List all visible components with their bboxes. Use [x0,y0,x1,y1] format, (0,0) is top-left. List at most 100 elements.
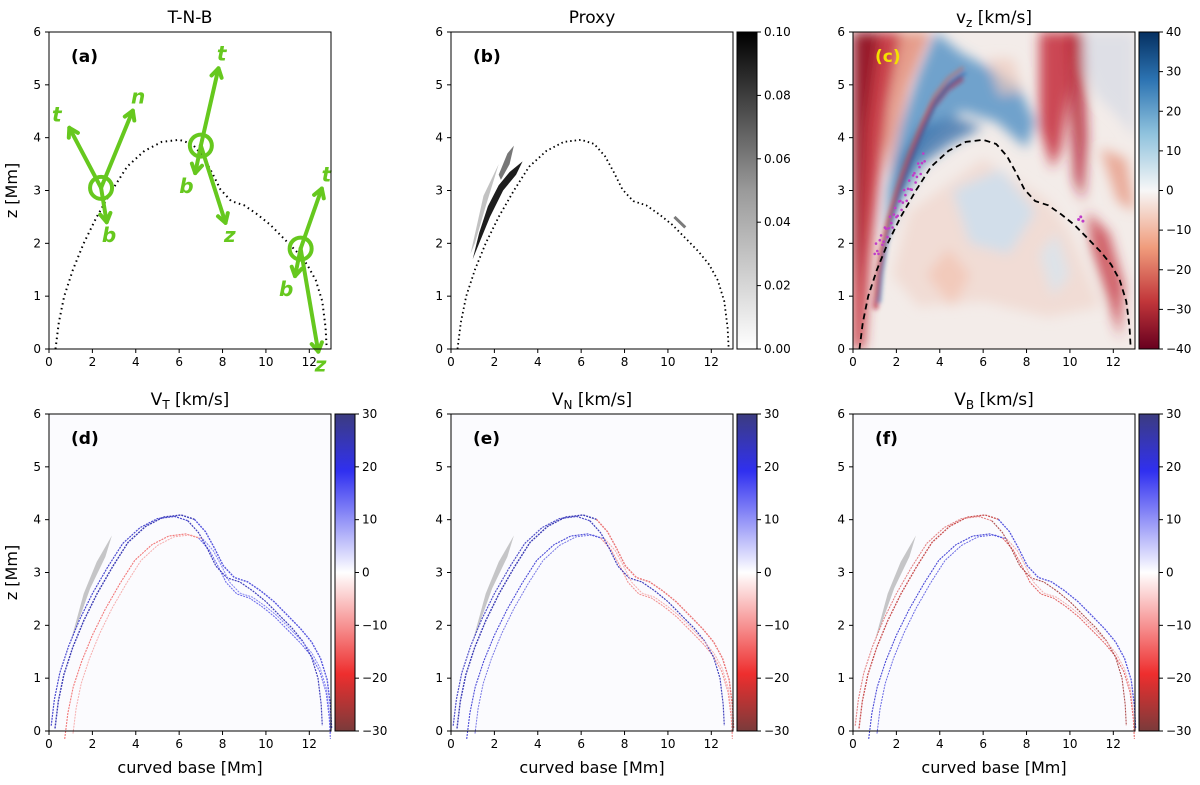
colorbar-tick-label: 0.06 [764,152,791,166]
colorbar-tick-label: −30 [764,724,789,738]
vz-streak [875,66,964,298]
proxy-marker [914,181,917,184]
proxy-shadow [874,535,916,642]
y-tick-label: 6 [837,25,845,39]
y-tick-label: 1 [435,289,443,303]
proxy-marker [916,162,920,165]
y-tick-label: 3 [837,566,845,580]
frame-vector [198,143,228,225]
plot-area [49,32,331,349]
x-tick-label: 2 [491,355,499,369]
panel-label: (c) [875,47,901,67]
proxy-marker [907,179,911,182]
y-tick-label: 6 [33,407,41,421]
colorbar-tick-label: 0 [1166,566,1174,580]
frame-vector [99,108,135,190]
colorbar-tick-label: 20 [764,460,779,474]
strand-left [474,534,605,734]
proxy-shadow [472,535,514,642]
strand-right [997,518,1137,729]
colorbar-tick-label: 0.04 [764,215,791,229]
title-main: T-N-B [167,8,213,28]
proxy-marker [915,175,919,179]
proxy-streak [498,145,514,180]
y-tick-label: 5 [837,78,845,92]
y-tick-label: 0 [837,724,845,738]
vz-streak [877,71,967,304]
colorbar-tick-label: −20 [764,671,789,685]
proxy-marker [905,199,908,203]
colorbar: 30 20 10 0 −10 −20 −30 [334,407,387,738]
proxy-marker [910,188,914,191]
x-tick-label: 8 [1023,355,1031,369]
y-tick-label: 4 [435,131,443,145]
panel-label: (d) [71,429,99,449]
proxy-marker [877,252,880,256]
strand-right [202,538,332,734]
x-tick-label: 6 [979,355,987,369]
vz-region [1039,32,1075,170]
x-tick-label: 2 [893,355,901,369]
y-tick-label: 2 [33,618,41,632]
panel-label: (f) [875,429,898,449]
y-tick-label: 2 [837,618,845,632]
vz-region [1067,32,1088,202]
y-tick-label: 4 [837,513,845,527]
proxy-faint [470,164,499,254]
y-tick-label: 5 [33,78,41,92]
colorbar-scale [1138,31,1160,350]
title-subscript: N [563,398,572,412]
x-tick-label: 2 [89,355,97,369]
y-axis-label: z [Mm] [2,163,21,218]
proxy-marker [888,215,892,218]
proxy-marker [911,174,915,177]
plot-area [49,414,331,731]
frame-vector [193,143,203,176]
panel-title: VT [km/s] [151,390,230,412]
proxy-strong [472,161,523,260]
colorbar-tick-label: 0 [764,566,772,580]
title-main: V [151,390,163,410]
x-tick-label: 6 [175,737,183,751]
colorbar-tick-label: 0 [1166,184,1174,198]
proxy-marker [881,243,884,247]
colorbar-tick-label: 40 [1166,25,1181,39]
plot-area [853,414,1135,731]
x-tick-label: 0 [45,737,53,751]
strand-left [50,515,188,726]
strand-right [604,538,734,734]
vz-region [1087,211,1125,339]
title-main: Proxy [569,8,616,28]
proxy-marker [901,201,905,204]
colorbar-tick-label: −10 [1166,618,1191,632]
frame-origin [187,132,214,159]
x-axis-label: curved base [Mm] [921,758,1066,777]
y-tick-label: 3 [33,566,41,580]
colorbar-tick-label: 10 [1166,513,1181,527]
y-tick-label: 0 [435,724,443,738]
title-subscript: T [161,398,170,412]
x-tick-label: 12 [704,737,719,751]
vz-blobs [853,32,1135,349]
arrow-head [98,210,113,225]
strand-left [64,533,199,739]
proxy-marker [890,221,893,225]
x-tick-label: 6 [175,355,183,369]
proxy-markers [873,152,1085,256]
y-tick-label: 6 [435,25,443,39]
plot-area [451,32,733,349]
x-tick-label: 8 [621,737,629,751]
strand-left [858,514,999,729]
proxy-marker [900,208,903,212]
x-tick-label: 12 [1106,355,1121,369]
vz-region [1076,32,1135,138]
vz-field [853,32,1135,349]
strand-left [466,533,601,739]
y-tick-label: 3 [837,184,845,198]
x-tick-label: 12 [302,355,317,369]
x-tick-label: 2 [491,737,499,751]
arrow-head [309,340,324,354]
colorbar-tick-label: −20 [1166,671,1191,685]
